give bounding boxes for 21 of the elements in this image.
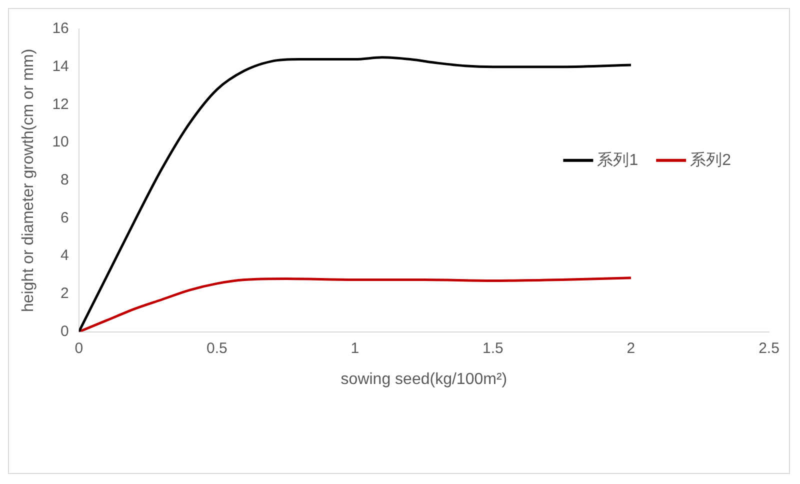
x-tick-label: 1 [350, 340, 360, 357]
line-series [78, 276, 632, 332]
x-tick-label: 0 [74, 340, 84, 357]
y-tick-label: 8 [60, 172, 69, 189]
y-tick-label: 16 [52, 20, 69, 38]
x-tick-label: 2.5 [758, 340, 780, 357]
y-tick-label: 14 [52, 58, 69, 75]
y-tick-label: 4 [60, 247, 69, 264]
x-tick-label: 1.5 [482, 340, 504, 357]
y-tick-label: 6 [60, 209, 69, 226]
line-series [78, 56, 632, 332]
y-tick-label: 12 [52, 96, 69, 113]
x-axis-title: sowing seed(kg/100m²) [340, 370, 508, 388]
x-tick-label: 0.5 [206, 340, 228, 357]
y-tick-label: 10 [52, 134, 69, 151]
x-tick-label: 2 [626, 340, 636, 357]
y-tick-label: 2 [60, 285, 69, 302]
legend-label: 系列2 [690, 150, 732, 169]
legend-label: 系列1 [597, 150, 638, 169]
y-axis-title: height or diameter growth(cm or mm) [20, 48, 38, 312]
y-tick-label: 0 [60, 322, 69, 340]
